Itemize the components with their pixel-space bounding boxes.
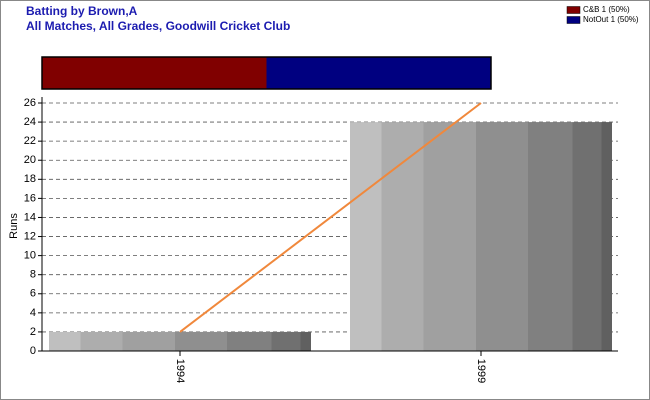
y-tick-label: 18 [24,173,36,185]
line [179,102,482,333]
y-tick-label: 20 [24,154,36,166]
y-tick-label: 22 [24,135,36,147]
y-tick-label: 0 [30,345,36,357]
y-tick-label: 12 [24,230,36,242]
y-tick-label: 4 [30,307,36,319]
legend-swatch [566,16,581,24]
proportion-segment [42,57,267,89]
x-tick-label: 1994 [174,359,186,383]
y-tick-label: 16 [24,192,36,204]
bar [350,122,612,351]
chart-title: Batting by Brown,A [26,4,138,18]
proportion-border [41,56,492,90]
chart-subtitle: All Matches, All Grades, Goodwill Cricke… [26,19,290,33]
legend-label: C&B 1 (50%) [583,5,630,14]
y-tick-label: 6 [30,288,36,300]
y-tick-label: 26 [24,97,36,109]
y-axis-label: Runs [8,213,20,239]
y-tick-label: 10 [24,250,36,262]
bar [49,331,311,351]
proportion-segment [266,57,491,89]
y-tick-label: 8 [30,269,36,281]
x-tick-label: 1999 [475,359,487,383]
y-tick-label: 24 [24,116,36,128]
legend-label: NotOut 1 (50%) [583,15,639,24]
legend-swatch [566,6,581,14]
y-tick-label: 14 [24,211,36,223]
y-tick-label: 2 [30,326,36,338]
